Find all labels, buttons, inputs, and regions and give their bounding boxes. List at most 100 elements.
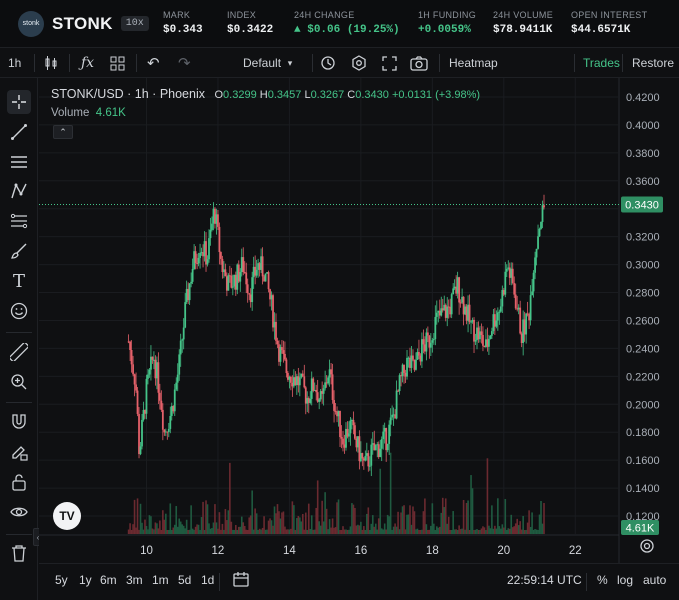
volume-bar <box>309 529 312 534</box>
last-price-label: 0.3430 <box>625 200 659 212</box>
volume-bar <box>254 508 256 534</box>
layouts-grid-icon[interactable] <box>110 54 125 72</box>
market-ticker[interactable]: STONK <box>52 13 113 33</box>
candle-body <box>243 272 246 274</box>
symbol-label[interactable]: STONK/USD · 1h · Phoenix <box>51 87 205 101</box>
settings-icon[interactable] <box>351 54 367 72</box>
lock-pencil-icon[interactable] <box>7 440 31 464</box>
candle-body <box>370 444 373 466</box>
trades-button[interactable]: Trades <box>583 56 620 70</box>
fullscreen-icon[interactable] <box>382 54 397 72</box>
volume-bar <box>528 510 530 534</box>
candle-body <box>388 424 391 444</box>
magnet-icon[interactable] <box>7 410 31 434</box>
candlestick-chart-svg[interactable]: 0.42000.40000.38000.36000.34000.32000.30… <box>39 78 679 563</box>
candle-body <box>141 419 143 447</box>
volume-bar <box>505 529 508 534</box>
candle-body <box>218 226 221 253</box>
horizontal-lines-icon[interactable] <box>7 150 31 174</box>
candle-body <box>450 294 453 315</box>
candle-body <box>220 252 222 259</box>
restore-button[interactable]: Restore <box>632 56 675 70</box>
y-tick-label: 0.2200 <box>626 371 660 383</box>
auto-toggle[interactable]: auto <box>643 573 667 587</box>
brush-icon[interactable] <box>7 239 31 263</box>
last-volume-tag <box>621 520 659 535</box>
candle-body <box>511 268 514 284</box>
undo-icon[interactable]: ↶ <box>147 55 160 72</box>
volume-bar <box>343 529 346 534</box>
volume-bar <box>523 529 526 534</box>
volume-bar <box>133 499 136 534</box>
volume-bar <box>333 527 335 534</box>
candle-type-icon[interactable] <box>43 54 59 72</box>
candle-body <box>471 319 474 322</box>
volume-bar <box>236 529 239 534</box>
ruler-icon[interactable] <box>7 340 31 364</box>
fib-retracement-icon[interactable] <box>7 209 31 233</box>
volume-bar <box>371 515 374 534</box>
range-6m[interactable]: 6m <box>100 573 117 587</box>
y-tick-label: 0.2400 <box>626 343 660 355</box>
eye-icon[interactable] <box>7 500 31 524</box>
interval-button[interactable]: 1h <box>8 56 22 70</box>
volume-bar <box>315 507 317 534</box>
range-1d[interactable]: 1d <box>201 573 215 587</box>
range-1y[interactable]: 1y <box>79 573 92 587</box>
pattern-icon[interactable] <box>7 179 31 203</box>
range-1m[interactable]: 1m <box>152 573 169 587</box>
smiley-icon[interactable] <box>7 299 31 323</box>
candle-body <box>362 458 365 461</box>
layout-select[interactable]: Default ▾ <box>243 56 293 70</box>
candle-body <box>444 304 447 318</box>
volume-bar <box>296 518 298 534</box>
candle-body <box>496 312 499 321</box>
candle-body <box>339 410 341 438</box>
volume-bar <box>150 516 152 534</box>
volume-bar <box>500 528 502 534</box>
volume-bar <box>318 521 320 534</box>
candle-body <box>321 391 324 394</box>
volume-bar <box>520 529 523 534</box>
calendar-icon[interactable] <box>232 570 250 591</box>
leverage-badge: 10x <box>120 16 149 31</box>
zoom-in-icon[interactable] <box>7 370 31 394</box>
range-5y[interactable]: 5y <box>55 573 68 587</box>
heatmap-button[interactable]: Heatmap <box>449 56 498 70</box>
volume-bar <box>464 529 466 534</box>
indicators-icon[interactable]: ƒx <box>81 55 95 71</box>
log-toggle[interactable]: log <box>617 573 634 587</box>
volume-bar <box>449 529 451 534</box>
candle-body <box>155 362 158 379</box>
alert-clock-icon[interactable] <box>320 54 336 72</box>
candle-body <box>376 444 379 446</box>
candle-body <box>190 281 193 284</box>
trend-line-icon[interactable] <box>7 120 31 144</box>
volume-bar <box>388 516 390 534</box>
camera-icon[interactable] <box>410 54 428 72</box>
crosshair-icon[interactable] <box>7 90 31 114</box>
axis-settings-icon[interactable] <box>639 538 655 557</box>
range-3m[interactable]: 3m <box>126 573 143 587</box>
candle-body <box>541 205 544 222</box>
redo-icon[interactable]: ↷ <box>178 55 191 72</box>
volume-bar <box>218 512 221 534</box>
volume-bar <box>324 492 326 534</box>
volume-bar <box>294 529 297 534</box>
percent-toggle[interactable]: % <box>597 573 608 587</box>
text-tool-icon[interactable]: T <box>12 270 25 292</box>
trash-icon[interactable] <box>7 541 31 565</box>
price-chart[interactable]: 0.42000.40000.38000.36000.34000.32000.30… <box>39 78 679 563</box>
lock-icon[interactable] <box>7 470 31 494</box>
range-5d[interactable]: 5d <box>178 573 192 587</box>
close-value: 0.3430 <box>355 89 389 101</box>
collapse-legend-icon[interactable]: ⌃ <box>53 125 73 139</box>
clock-readout[interactable]: 22:59:14 UTC <box>507 573 582 587</box>
stat-24h-volume: 24H VOLUME $78.9411K <box>493 10 554 36</box>
volume-bar <box>270 520 273 534</box>
candle-body <box>139 446 142 455</box>
candle-body <box>158 392 161 401</box>
candle-body <box>382 431 385 440</box>
volume-bar <box>376 529 379 534</box>
tradingview-logo-icon[interactable]: TV <box>53 502 81 530</box>
